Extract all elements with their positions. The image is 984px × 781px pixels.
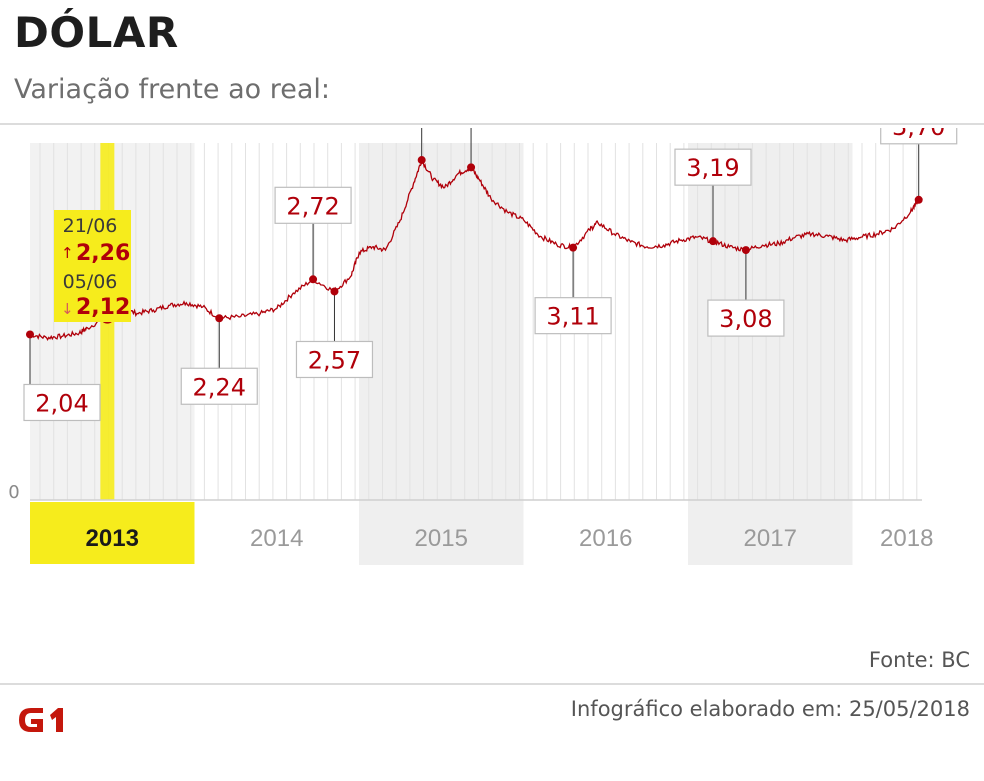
chart-subtitle: Variação frente ao real: [14, 74, 330, 105]
callout-0: 2,04 [23, 330, 101, 422]
callout-point [467, 163, 476, 172]
source-value: BC [941, 648, 970, 672]
callout-value: 3,70 [892, 128, 945, 141]
callout-value: 3,08 [719, 305, 772, 333]
highlight-value-high: 2,26 [76, 241, 130, 266]
callout-point [309, 275, 318, 284]
callout-box [674, 148, 752, 186]
callout-point [417, 156, 426, 165]
year-label-2016: 2016 [579, 525, 632, 552]
callout-point [26, 330, 34, 339]
y-zero-label: 0 [8, 482, 19, 503]
top-divider [0, 123, 984, 125]
year-band-2017 [688, 143, 853, 565]
callout-point [708, 237, 717, 246]
arrow-up-icon: ↑ [61, 244, 74, 262]
callout-6: 3,11 [534, 243, 612, 335]
callout-3: 2,57 [295, 287, 374, 379]
callout-5: 4,10 [467, 128, 476, 172]
callout-box [295, 340, 374, 379]
highlight-tooltip: 21/06 ↑ 2,26 05/06 ↓ 2,12 [54, 210, 131, 324]
credit-note: Infográfico elaborado em: 25/05/2018 [570, 697, 970, 721]
callout-box [534, 297, 612, 335]
g1-logo [19, 708, 63, 732]
arrow-down-icon: ↓ [61, 300, 74, 318]
active-year-tab [30, 502, 195, 564]
callout-value: 2,57 [308, 346, 361, 374]
callout-point [569, 243, 578, 252]
highlight-tooltip-bg [54, 210, 131, 322]
chart-title: DÓLAR [14, 8, 179, 57]
year-band-2015 [359, 143, 524, 565]
source-note: Fonte: BC [869, 648, 970, 672]
callout-9: 3,70 [880, 128, 958, 204]
callout-1: 2,24 [180, 314, 258, 405]
source-label: Fonte: [868, 648, 935, 672]
x-axis: 2013 2014 2015 2016 2017 2018 0 [8, 482, 933, 564]
callout-point [215, 314, 224, 323]
highlight-value-low: 2,12 [76, 295, 130, 320]
year-bands [30, 143, 853, 565]
callout-point [330, 287, 339, 296]
callout-8: 3,08 [707, 246, 785, 337]
year-label-2017: 2017 [744, 525, 797, 552]
callout-box [880, 128, 958, 145]
callout-box [180, 367, 258, 405]
callout-point [914, 195, 923, 204]
bottom-divider [0, 683, 984, 685]
year-label-2015: 2015 [415, 525, 468, 552]
callout-box [23, 383, 101, 422]
callout-value: 2,04 [35, 389, 88, 417]
callout-box [707, 299, 785, 337]
highlight-date-low: 05/06 [63, 271, 118, 293]
callout-box [274, 186, 352, 224]
callout-value: 3,19 [686, 154, 739, 182]
year-label-2013: 2013 [86, 525, 139, 552]
callout-value: 2,24 [193, 373, 246, 401]
callout-point [741, 246, 750, 255]
value-callouts: 2,04 2,24 2,72 2,57 4,19 4,10 3,11 3,19 3,08 3,70 [23, 128, 958, 422]
year-label-2014: 2014 [250, 525, 303, 552]
callout-value: 3,11 [546, 303, 599, 331]
year-label-2018: 2018 [880, 525, 933, 552]
callout-7: 3,19 [674, 148, 752, 246]
highlight-date-high: 21/06 [63, 215, 118, 237]
callout-value: 2,72 [286, 192, 339, 220]
callout-2: 2,72 [274, 186, 352, 284]
callout-4: 4,19 [417, 128, 426, 165]
